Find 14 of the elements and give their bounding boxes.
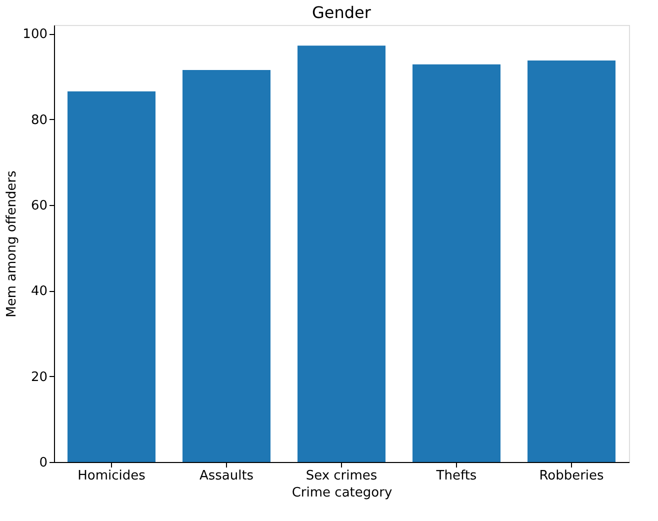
y-tick-label: 100	[22, 27, 48, 42]
x-tick-label: Sex crimes	[306, 468, 378, 484]
x-axis-title: Crime category	[292, 486, 392, 500]
y-tick-label: 60	[30, 198, 48, 214]
y-axis-title: Mem among offenders	[4, 170, 20, 318]
x-tick-label: Robberies	[539, 468, 604, 484]
y-tick-label: 40	[30, 284, 48, 300]
x-tick-label: Homicides	[78, 468, 146, 484]
y-tick-label: 20	[30, 370, 48, 385]
y-tick-label: 80	[30, 112, 48, 128]
chart-title: Gender	[312, 3, 372, 22]
y-tick-label: 0	[39, 456, 48, 470]
x-tick-label: Assaults	[199, 468, 254, 484]
x-tick-label: Thefts	[435, 468, 477, 484]
